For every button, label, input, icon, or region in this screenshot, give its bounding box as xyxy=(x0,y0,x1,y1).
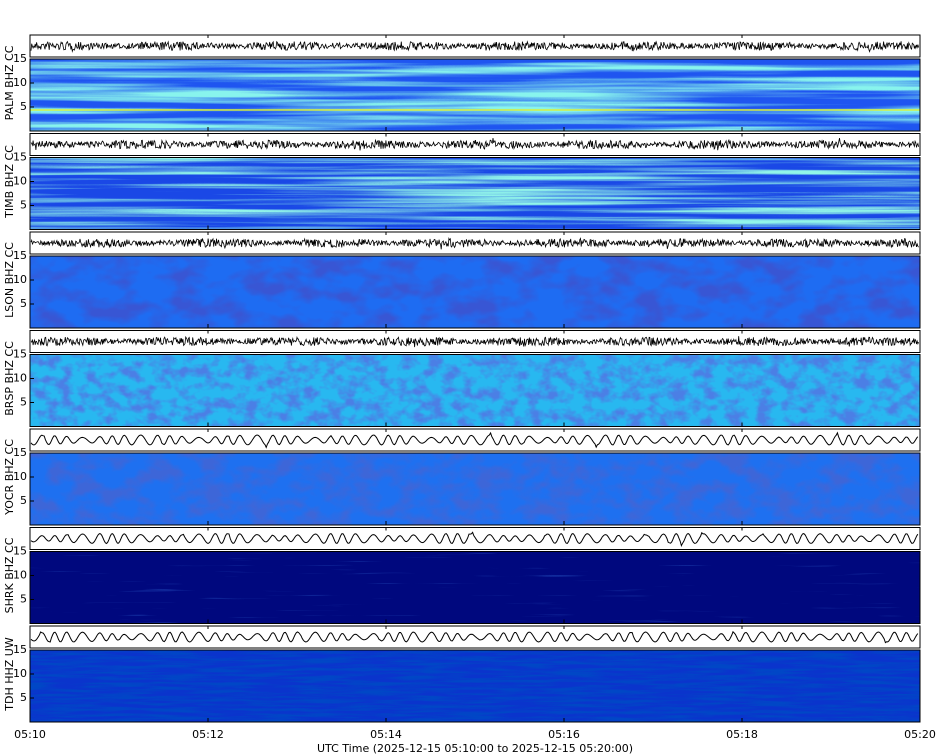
spectrogram xyxy=(30,157,920,230)
x-tick-label: 05:10 xyxy=(14,728,46,741)
waveform-frame xyxy=(29,428,921,452)
spectrogram-frame xyxy=(29,551,921,624)
y-tick-label: 15 xyxy=(13,643,27,656)
waveform xyxy=(30,335,919,348)
spectrogram-texture xyxy=(30,650,920,722)
waveform-frame xyxy=(29,133,921,156)
spectrogram xyxy=(30,551,920,624)
y-tick-label: 5 xyxy=(20,100,27,113)
waveform xyxy=(30,630,919,644)
x-tick-label: 05:14 xyxy=(370,728,402,741)
panel-label: YOCR BHZ CC xyxy=(3,439,16,516)
spectrogram xyxy=(30,256,920,328)
y-tick-label: 10 xyxy=(13,372,27,385)
y-tick-label: 5 xyxy=(20,297,27,310)
x-tick-label: 05:20 xyxy=(904,728,936,741)
waveform xyxy=(30,237,919,250)
x-tick-label: 05:16 xyxy=(548,728,580,741)
x-axis-label: UTC Time (2025-12-15 05:10:00 to 2025-12… xyxy=(317,742,633,755)
y-tick-label: 5 xyxy=(20,396,27,409)
spectrogram-frame xyxy=(29,452,921,526)
y-tick-label: 10 xyxy=(13,76,27,89)
y-tick-label: 5 xyxy=(20,494,27,507)
spectrogram-texture xyxy=(30,157,920,230)
waveform xyxy=(30,431,919,449)
spectrogram-frame xyxy=(29,58,921,132)
waveform xyxy=(30,531,919,547)
waveform xyxy=(30,138,919,151)
y-tick-label: 5 xyxy=(20,199,27,212)
spectrogram xyxy=(30,59,920,131)
y-tick-label: 10 xyxy=(13,569,27,582)
spectrogram-texture xyxy=(30,59,920,131)
y-tick-label: 15 xyxy=(13,249,27,262)
y-tick-label: 10 xyxy=(13,175,27,188)
spectrogram-texture xyxy=(30,453,920,525)
x-tick-label: 05:18 xyxy=(726,728,758,741)
panel-label: TIMB BHZ CC xyxy=(3,145,16,219)
panel-label: BRSP BHZ CC xyxy=(3,341,16,416)
y-tick-label: 15 xyxy=(13,52,27,65)
panel-label: TDH HHZ UW xyxy=(3,637,16,712)
waveform-frame xyxy=(29,330,921,353)
y-tick-label: 10 xyxy=(13,273,27,286)
y-tick-label: 15 xyxy=(13,446,27,459)
spectrogram-frame xyxy=(29,255,921,329)
spectrogram-frame xyxy=(29,157,921,230)
spectrogram-texture xyxy=(30,354,920,427)
panel-label: PALM BHZ CC xyxy=(3,45,16,120)
spectrogram-texture xyxy=(30,256,920,328)
y-tick-label: 10 xyxy=(13,470,27,483)
spectrogram xyxy=(30,453,920,525)
y-tick-label: 15 xyxy=(13,151,27,164)
waveform xyxy=(30,40,919,53)
spectrogram xyxy=(30,650,920,722)
spectrogram-texture xyxy=(30,551,920,624)
spectrogram-frame xyxy=(29,354,921,427)
y-tick-label: 15 xyxy=(13,545,27,558)
x-tick-label: 05:12 xyxy=(192,728,224,741)
spectrogram-band xyxy=(30,108,920,111)
panel-label: SHRK BHZ CC xyxy=(3,537,16,613)
spectrogram-frame xyxy=(29,649,921,723)
y-tick-label: 15 xyxy=(13,348,27,361)
y-tick-label: 10 xyxy=(13,667,27,680)
panel-label: LSON BHZ CC xyxy=(3,242,16,318)
y-tick-label: 5 xyxy=(20,691,27,704)
y-tick-label: 5 xyxy=(20,593,27,606)
waveform-frame xyxy=(29,527,921,550)
spectrogram xyxy=(30,354,920,427)
